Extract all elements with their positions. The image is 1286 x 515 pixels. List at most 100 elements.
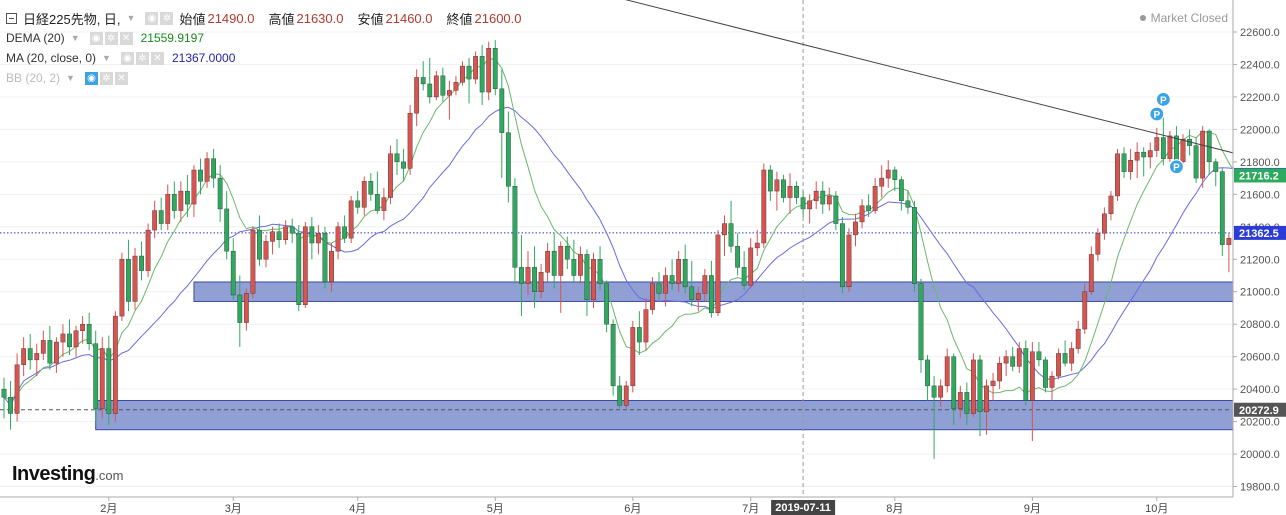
candle-body — [152, 210, 158, 231]
candle — [564, 236, 570, 270]
candle-body — [499, 88, 505, 133]
bb-name[interactable]: BB (20, 2) — [6, 71, 61, 85]
candle — [643, 298, 649, 351]
candle — [309, 217, 315, 260]
support-zones — [95, 281, 1276, 431]
candle-body — [905, 200, 911, 208]
candle — [846, 228, 852, 292]
candle-body — [296, 233, 302, 305]
dema-name[interactable]: DEMA (20) — [6, 31, 65, 45]
candle-body — [309, 226, 315, 244]
ma-name[interactable]: MA (20, close, 0) — [6, 51, 97, 65]
candle — [139, 241, 144, 281]
candle — [774, 171, 780, 211]
chevron-down-icon[interactable]: ▼ — [126, 13, 136, 23]
candle-body — [774, 179, 780, 192]
candle — [112, 311, 118, 422]
candle-body — [374, 194, 380, 211]
chevron-down-icon[interactable]: ▼ — [66, 73, 75, 83]
candle-body — [47, 340, 53, 364]
candle — [1056, 348, 1061, 380]
candle-body — [473, 56, 478, 80]
eye-icon[interactable]: ◉ — [145, 11, 159, 25]
market-status-text: Market Closed — [1150, 11, 1228, 25]
candle-body — [643, 309, 649, 343]
candle — [1128, 148, 1134, 180]
candle — [1121, 147, 1127, 179]
candle-body — [872, 186, 878, 211]
candle — [695, 286, 701, 312]
candle-body — [813, 190, 819, 202]
candle-body — [1075, 328, 1081, 349]
gear-icon[interactable]: ✲ — [104, 31, 118, 45]
candle — [905, 191, 911, 214]
candle — [348, 195, 354, 244]
candle — [984, 379, 989, 435]
candle — [322, 226, 328, 289]
candle — [532, 246, 537, 308]
crosshair-date-label: 2019-07-11 — [775, 502, 831, 514]
candle — [735, 233, 741, 276]
chevron-down-icon[interactable]: ▼ — [102, 53, 111, 63]
candle — [741, 251, 747, 291]
investing-logo: Investing.com — [12, 463, 123, 486]
candle — [1167, 131, 1173, 162]
candle-body — [8, 397, 13, 414]
signal-marker-label: P — [1153, 110, 1160, 121]
candle-body — [741, 267, 747, 286]
eye-off-icon[interactable]: ◉ — [84, 71, 98, 85]
high-label: 高値 — [268, 11, 295, 27]
x-axis: 2月 3月 4月 5月 6月 7月 8月 9月 10月 2019-07-11 — [0, 496, 1233, 515]
candle-body — [846, 234, 852, 288]
close-icon[interactable]: ✕ — [119, 31, 133, 45]
candle — [820, 181, 826, 214]
candle-body — [1088, 254, 1094, 292]
close-icon[interactable]: ✕ — [150, 51, 164, 65]
gear-icon[interactable]: ✲ — [99, 71, 113, 85]
candle — [152, 200, 158, 239]
candle-body — [171, 194, 177, 211]
low-value: 21460.0 — [385, 10, 433, 26]
gear-icon[interactable]: ✲ — [135, 51, 149, 65]
candle-body — [997, 362, 1003, 382]
y-tick-label: 21800.0 — [1240, 157, 1280, 169]
candle — [1069, 342, 1075, 372]
candle-body — [1226, 237, 1232, 245]
candle — [558, 241, 564, 313]
eye-icon[interactable]: ◉ — [89, 31, 103, 45]
y-tick-label: 20600.0 — [1240, 352, 1280, 364]
candle-body — [826, 195, 832, 205]
y-tick-label: 21200.0 — [1240, 254, 1280, 266]
chart-legend: 日経225先物, 日, ▼ ◉ ✲ 始値 21490.0 高値 21630.0 … — [6, 8, 532, 88]
collapse-icon[interactable] — [6, 12, 17, 24]
candle-body — [591, 259, 596, 301]
candle — [1101, 207, 1107, 240]
candle — [813, 181, 819, 209]
gear-icon[interactable]: ✲ — [160, 11, 174, 25]
candle-body — [204, 158, 210, 182]
candle — [1147, 142, 1153, 169]
eye-icon[interactable]: ◉ — [120, 51, 134, 65]
candle — [761, 163, 767, 248]
signal-marker-label: P — [1160, 95, 1167, 106]
candle-body — [977, 359, 983, 413]
candle — [650, 277, 655, 315]
signal-marker: P — [1155, 91, 1171, 107]
legend-bb-row: BB (20, 2) ▼ ◉ ✲ ✕ — [6, 68, 532, 88]
chevron-down-icon[interactable]: ▼ — [70, 33, 80, 43]
candle — [414, 69, 420, 127]
candle-body — [1154, 137, 1160, 151]
candle-body — [322, 233, 328, 283]
candle — [8, 381, 13, 430]
candle-body — [551, 250, 557, 276]
close-icon[interactable]: ✕ — [114, 71, 128, 85]
candle — [951, 353, 957, 425]
candle — [1062, 340, 1068, 367]
candle — [931, 376, 937, 459]
candle-body — [217, 177, 223, 210]
candle-body — [198, 169, 203, 182]
candle — [748, 238, 754, 289]
candle — [676, 251, 682, 292]
candle — [158, 197, 164, 231]
